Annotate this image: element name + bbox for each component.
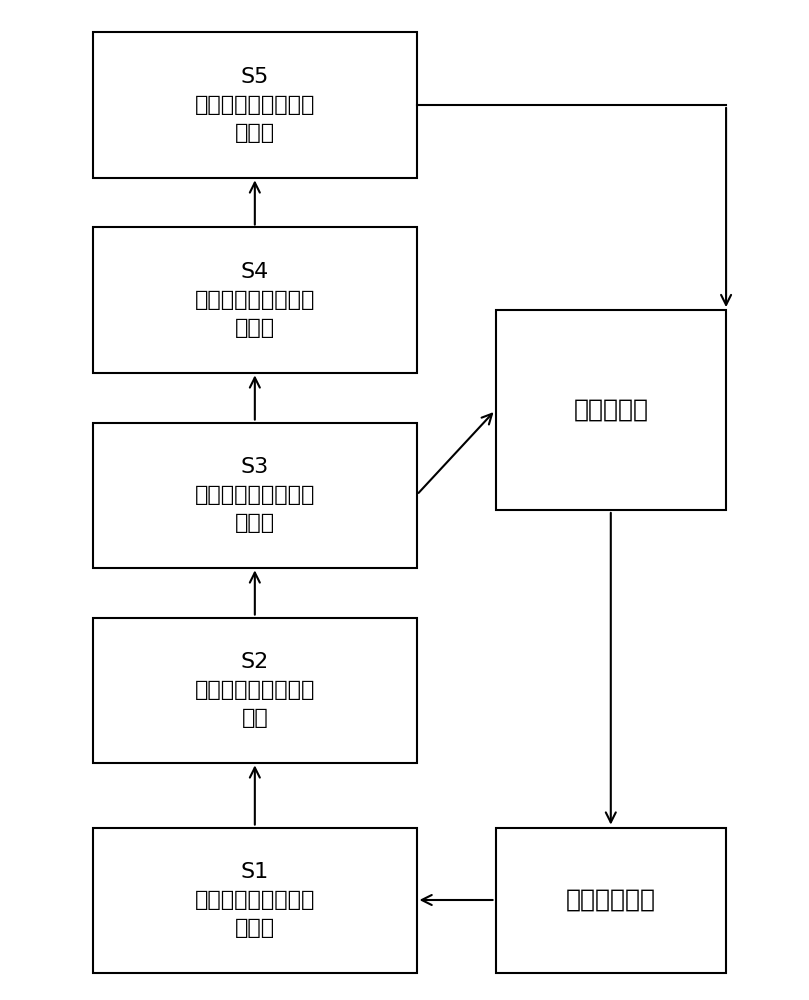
Text: 中央控制器: 中央控制器 — [574, 398, 648, 422]
Bar — [93, 617, 417, 762]
Text: S3
闸机通行乘客逃票行
为识别: S3 闸机通行乘客逃票行 为识别 — [195, 457, 315, 533]
Text: 中央处理单元: 中央处理单元 — [565, 888, 656, 912]
Bar — [93, 228, 417, 372]
Text: S5
地铁闸机通行异常智
能报警: S5 地铁闸机通行异常智 能报警 — [195, 67, 315, 143]
Text: S1
地铁闸机视频监控信
息采集: S1 地铁闸机视频监控信 息采集 — [195, 862, 315, 938]
Bar — [93, 32, 417, 178]
Text: S4
地铁闸机通行逻辑控
制设计: S4 地铁闸机通行逻辑控 制设计 — [195, 262, 315, 338]
Text: S2
地铁乘客骨骼关键点
检测: S2 地铁乘客骨骼关键点 检测 — [195, 652, 315, 728]
Bar — [93, 828, 417, 972]
Bar — [495, 310, 726, 510]
Bar — [495, 828, 726, 972]
Bar — [93, 422, 417, 568]
